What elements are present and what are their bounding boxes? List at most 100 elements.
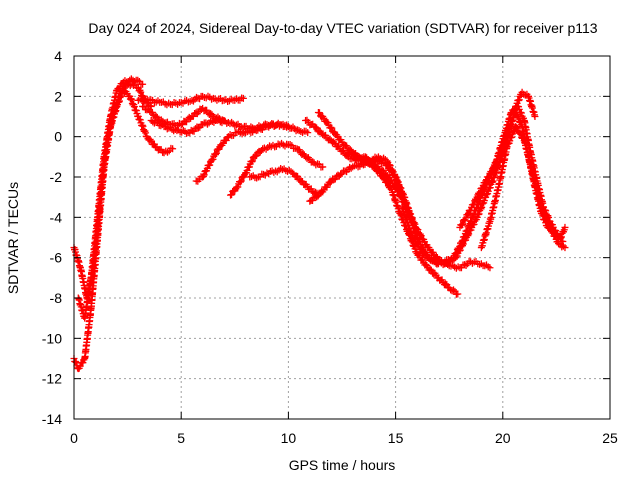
data-point-trail: [412, 224, 420, 232]
data-point-trail: [443, 281, 451, 289]
data-point-trail: [106, 115, 114, 123]
data-point-trail: [471, 197, 479, 205]
data-point-trail: [507, 120, 515, 128]
data-point-trail: [429, 256, 437, 264]
data-point-trail: [253, 174, 261, 182]
axis-ticks: [73, 55, 611, 420]
data-point-trail: [127, 95, 135, 103]
data-point-trail: [426, 265, 434, 273]
data-point-trail: [154, 97, 162, 105]
data-point-trail: [515, 105, 523, 113]
data-point-trail: [237, 177, 245, 185]
data-point-trail: [537, 200, 545, 208]
data-point-trail: [292, 127, 300, 135]
data-point-trail: [208, 111, 216, 119]
data-point-trail: [417, 245, 425, 253]
data-point-trail: [477, 205, 485, 213]
data-point-trail: [557, 233, 565, 241]
data-point-trail: [335, 142, 343, 150]
data-point-trail: [542, 213, 550, 221]
y-tick-label: -10: [42, 330, 62, 346]
data-point-trail: [130, 103, 138, 111]
data-point-trail: [194, 124, 202, 132]
data-point-trail: [369, 159, 377, 167]
data-point-trail: [517, 130, 525, 138]
data-point-trail: [346, 163, 354, 171]
data-point-trail: [549, 229, 557, 237]
data-point-trail: [132, 107, 140, 115]
data-point-trail: [337, 171, 345, 179]
data-point-trail: [476, 188, 484, 196]
data-point-trail: [516, 129, 524, 137]
data-point-trail: [76, 263, 84, 271]
data-point-trail: [165, 99, 173, 107]
data-point-trail: [352, 153, 360, 161]
axis-tick-labels: 0 5 10 15 20 25 -14 -12 -10 -8 -6 -4 -2 0 2 4: [42, 48, 618, 446]
data-point-trail: [469, 201, 477, 209]
data-point-trail: [128, 96, 136, 104]
data-point-trail: [403, 204, 411, 212]
data-point-trail: [218, 97, 226, 105]
data-point-trail: [472, 196, 480, 204]
data-point-trail: [207, 110, 215, 118]
data-point-trail: [240, 129, 248, 137]
data-point-trail: [278, 166, 286, 174]
data-point-trail: [515, 96, 523, 104]
data-point-trail: [508, 133, 516, 141]
data-point-trail: [494, 186, 502, 194]
data-point-trail: [209, 155, 217, 163]
y-tick-label: -2: [50, 169, 63, 185]
data-point-trail: [228, 118, 236, 126]
data-point-trail: [183, 129, 191, 137]
data-point-trail: [134, 76, 142, 84]
y-axis-label: SDTVAR / TECUs: [5, 182, 21, 294]
data-point-trail: [283, 123, 291, 131]
data-point-trail: [213, 116, 221, 124]
y-tick-label: -4: [50, 209, 63, 225]
data-point-trail: [452, 290, 460, 298]
x-tick-label: 0: [70, 430, 78, 446]
data-point-trail: [517, 121, 525, 129]
data-point-trail: [249, 157, 257, 165]
data-point-trail: [137, 80, 145, 88]
data-point-trail: [414, 226, 422, 234]
series-arc-8: [227, 139, 327, 199]
data-point-trail: [236, 178, 244, 186]
data-point-trail: [193, 93, 201, 101]
data-point-trail: [170, 127, 178, 135]
data-point-trail: [248, 158, 256, 166]
data-point-trail: [324, 136, 332, 144]
data-point-trail: [317, 163, 325, 171]
data-point-trail: [515, 114, 523, 122]
data-point-trail: [165, 124, 173, 132]
data-point-trail: [367, 160, 375, 168]
chart-title: Day 024 of 2024, Sidereal Day-to-day VTE…: [88, 20, 597, 36]
data-point-trail: [417, 232, 425, 240]
series-arc-4: [134, 92, 247, 109]
data-point-trail: [472, 216, 480, 224]
series-arc-7: [192, 120, 312, 185]
data-point-trail: [216, 118, 224, 126]
data-point-trail: [442, 280, 450, 288]
data-point-trail: [139, 122, 147, 130]
data-point-trail: [470, 210, 478, 218]
y-tick-label: 4: [54, 48, 62, 64]
data-point-trail: [410, 219, 418, 227]
data-point-trail: [203, 120, 211, 128]
data-point-trail: [261, 122, 269, 130]
data-point-trail: [545, 220, 553, 228]
data-point-trail: [456, 242, 464, 250]
data-point-trail: [418, 246, 426, 254]
data-point-trail: [458, 221, 466, 229]
data-point-trail: [253, 152, 261, 160]
data-point-trail: [234, 183, 242, 191]
data-point-trail: [463, 227, 471, 235]
data-point-trail: [485, 219, 493, 227]
data-point-trail: [212, 149, 220, 157]
data-point-trail: [463, 226, 471, 234]
data-point-trail: [300, 151, 308, 159]
data-point: [458, 238, 466, 246]
data-point-trail: [408, 214, 416, 222]
data-point-trail: [491, 162, 499, 170]
data-point-trail: [521, 91, 529, 99]
